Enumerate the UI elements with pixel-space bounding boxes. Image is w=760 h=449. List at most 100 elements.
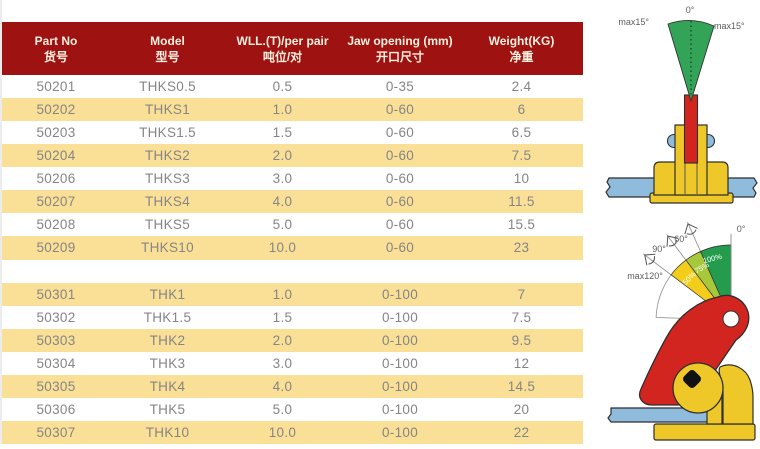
table-cell: 3.0 [272,355,293,371]
table-row [2,259,583,283]
column-header-weight: Weight(KG) 净重 [460,22,583,75]
spec-table: Part No 货号 Model 型号 WLL.(T)/per pair 吨位/… [0,0,583,444]
angle-label-zero-top: 0° [686,5,695,15]
clamp-arm [718,364,754,425]
column-header-en: Part No [34,33,78,48]
table-cell [110,260,225,283]
table-cell: 0-100 [381,332,419,348]
table-row: 50209 THKS10 10.0 0-60 23 [2,236,583,260]
table-cell: 50204 [36,148,76,164]
clamp-diagrams-svg: 0° max15° max15° 0° 60° 90° max120° [605,5,758,441]
column-header-en: Weight(KG) [488,33,555,48]
table-cell: THK10 [145,424,190,440]
column-header-cn: 开口尺寸 [375,49,424,64]
table-cell: THK5 [149,401,186,417]
angle-label-zero-bottom: 0° [737,224,746,234]
horizontal-clamp-diagram: 0° 60° 90° max120° 100% 75% 50% [607,222,756,441]
table-cell: 15.5 [507,217,536,233]
table-cell: 14.5 [507,378,536,394]
table-row: 50206 THKS3 3.0 0-60 10 [2,167,583,191]
column-header-en: WLL.(T)/per pair [236,33,329,48]
table-row: 50301 THK1 1.0 0-100 7 [2,282,583,306]
table-cell: 0-60 [385,171,415,187]
table-cell [2,260,110,283]
table-cell: 50302 [36,309,76,325]
table-cell: 0-100 [381,424,419,440]
table-cell: 1.5 [272,309,293,325]
table-cell: THKS1.5 [139,125,196,141]
table-row: 50207 THKS4 4.0 0-60 11.5 [2,190,583,214]
angle-marker-120 [644,253,656,266]
table-cell: 0-60 [385,148,415,164]
table-cell: THK3 [149,355,186,371]
table-cell: 3.0 [272,171,293,187]
column-header-cn: 型号 [155,49,180,64]
table-cell: THKS5 [144,217,190,233]
angle-marker-60 [684,223,698,235]
table-cell: THKS3 [144,171,190,187]
table-row: 50306 THK5 5.0 0-100 20 [2,397,583,421]
table-cell: 50304 [36,355,76,371]
table-cell: 50208 [36,217,76,233]
table-cell: 6.5 [511,125,532,141]
table-cell: 0-60 [385,194,415,210]
vertical-clamp-diagram: 0° max15° max15° [605,5,758,204]
table-row: 50303 THK2 2.0 0-100 9.5 [2,328,583,352]
clamp-lobe [672,362,724,414]
table-cell: 2.4 [511,79,532,95]
angle-label-120: max120° [627,271,663,281]
table-cell: 10 [513,171,530,187]
table-cell: 4.0 [272,194,293,210]
table-cell [225,260,340,283]
column-header-cn: 货号 [43,49,68,64]
column-header-model: Model 型号 [110,22,225,75]
table-cell: 0-100 [381,401,419,417]
column-header-cn: 吨位/对 [262,49,303,64]
table-cell: 7 [517,286,526,302]
angle-marker-90 [666,235,679,247]
table-cell: 12 [513,355,530,371]
angle-label-max15-left: max15° [618,17,649,27]
table-cell: 50209 [36,240,76,256]
clamp-diagrams-panel: 0° max15° max15° 0° 60° 90° max120° [583,0,760,444]
table-cell: 0-60 [385,125,415,141]
table-cell: THKS0.5 [139,79,196,95]
table-body: 50201 THKS0.5 0.5 0-35 2.4 50202 THKS1 1.0 0-60 6… [2,75,583,444]
table-cell: 1.0 [272,286,293,302]
table-cell: 1.0 [272,102,293,118]
table-cell: 20 [513,401,530,417]
table-cell: 5.0 [272,217,293,233]
table-row: 50302 THK1.5 1.5 0-100 7.5 [2,305,583,329]
column-header-en: Model [150,33,185,48]
table-cell: 50301 [36,286,76,302]
table-cell: THK2 [149,332,186,348]
table-row: 50201 THKS0.5 0.5 0-35 2.4 [2,75,583,99]
table-row: 50203 THKS1.5 1.5 0-60 6.5 [2,121,583,145]
column-header-partno: Part No 货号 [2,22,110,75]
table-cell: 9.5 [511,332,532,348]
table-cell: 5.0 [272,401,293,417]
table-cell: THKS2 [144,148,190,164]
table-cell: 50207 [36,194,76,210]
table-cell: 50202 [36,102,76,118]
table-cell: 0-35 [385,79,415,95]
table-cell: 10.0 [268,240,297,256]
table-cell: THK4 [149,378,186,394]
table-row: 50304 THK3 3.0 0-100 12 [2,351,583,375]
column-header-jaw-opening: Jaw opening (mm) 开口尺寸 [340,22,460,75]
table-cell: 6 [517,102,526,118]
table-row: 50208 THKS5 5.0 0-60 15.5 [2,213,583,237]
table-cell: 50306 [36,401,76,417]
table-cell: 50206 [36,171,76,187]
table-row: 50307 THK10 10.0 0-100 22 [2,420,583,444]
table-cell: 2.0 [272,148,293,164]
column-header-en: Jaw opening (mm) [347,33,453,48]
table-cell: 11.5 [508,194,535,210]
table-cell: 23 [513,240,530,256]
table-cell: 50307 [36,424,76,440]
table-cell: THKS4 [144,194,190,210]
table-cell [460,260,583,283]
clamp-foot [653,423,756,441]
table-cell: 7.5 [511,309,532,325]
table-cell: 50305 [36,378,76,394]
